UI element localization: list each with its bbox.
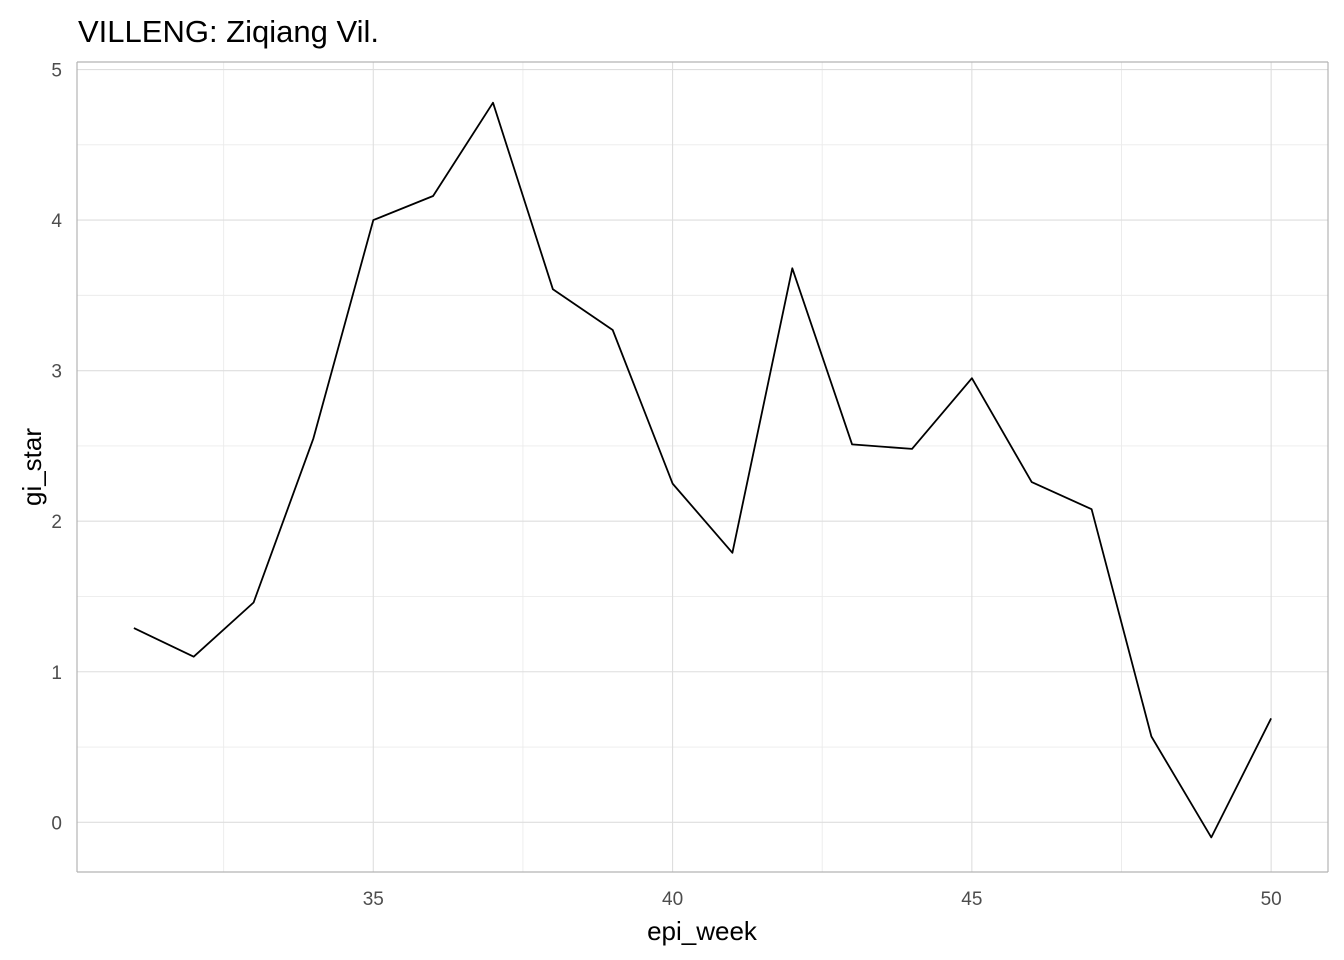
x-tick-label-45: 45 <box>961 889 982 910</box>
y-axis-title: gi_star <box>17 428 47 506</box>
axes <box>76 61 1329 873</box>
y-tick-label-1: 1 <box>51 663 62 684</box>
x-axis-title: epi_week <box>647 916 758 946</box>
x-tick-label-50: 50 <box>1261 889 1282 910</box>
y-tick-label-4: 4 <box>51 211 62 232</box>
x-tick-label-35: 35 <box>363 889 384 910</box>
y-tick-label-0: 0 <box>51 813 62 834</box>
grid <box>77 62 1328 872</box>
y-tick-label-2: 2 <box>51 512 62 533</box>
y-tick-label-3: 3 <box>51 362 62 383</box>
x-tick-label-40: 40 <box>662 889 683 910</box>
chart-title: VILLENG: Ziqiang Vil. <box>78 14 379 49</box>
series-layer <box>133 101 1272 839</box>
series-line-gi_star <box>133 101 1272 839</box>
y-tick-label-5: 5 <box>51 61 62 82</box>
